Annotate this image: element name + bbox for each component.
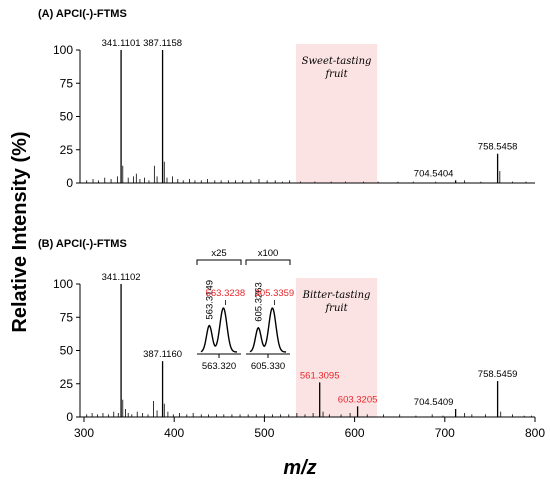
region-label-line-2: fruit xyxy=(324,303,348,314)
y-tick-label: 100 xyxy=(53,277,73,291)
inset-peak-b-label: 605.3359 xyxy=(255,288,295,299)
x-tick-label: 600 xyxy=(345,426,365,440)
peak-label: 341.1102 xyxy=(102,272,141,283)
inset-axis-label: 563.320 xyxy=(202,361,236,372)
spectrum-panels: Sweet-tasting fruit (A) APCI(-)-FTMS 0 25 50 7… xyxy=(38,8,545,440)
region-label-line-2: fruit xyxy=(324,69,348,80)
inset-peak-curve xyxy=(249,307,287,353)
inset-zoom-label: x25 xyxy=(211,248,226,259)
x-tick-label: 300 xyxy=(74,426,94,440)
inset-axis-label: 605.330 xyxy=(251,361,285,372)
peak-label: 387.1158 xyxy=(143,38,182,49)
x-tick-label: 400 xyxy=(164,426,184,440)
x-axis-label: m/z xyxy=(283,457,316,479)
peak-label: 704.5404 xyxy=(414,168,454,179)
inset-zoom-label: x100 xyxy=(258,248,279,259)
y-tick-label: 25 xyxy=(60,143,74,157)
y-tick-label: 100 xyxy=(53,43,73,57)
y-tick-label: 50 xyxy=(60,344,74,358)
highlight-region xyxy=(295,44,378,183)
peak-label: 758.5458 xyxy=(478,142,518,153)
panel-title: (B) APCI(-)-FTMS xyxy=(38,238,127,250)
x-tick-label: 500 xyxy=(254,426,274,440)
spectrum-panel-b: Bitter-tasting fruit (B) APCI(-)-FTMS 0 25 50… xyxy=(38,238,535,424)
x-tick-label: 700 xyxy=(435,426,455,440)
peak-label: 704.5409 xyxy=(414,397,454,408)
x-tick-label: 800 xyxy=(525,426,545,440)
y-tick-label: 0 xyxy=(66,176,73,190)
region-label-line-1: Bitter-tasting xyxy=(302,290,371,301)
highlight-region xyxy=(295,278,378,417)
y-tick-label: 50 xyxy=(60,110,74,124)
inset-bracket xyxy=(245,259,291,265)
inset-peak-b-label: 563.3238 xyxy=(206,288,246,299)
peak-label: 603.3205 xyxy=(338,394,378,405)
panel-title: (A) APCI(-)-FTMS xyxy=(38,8,127,20)
inset-peak-a-label: 563.3149 xyxy=(204,280,215,320)
inset-peak-curve xyxy=(200,307,238,353)
inset-bracket xyxy=(196,259,242,265)
peak-label: 561.3095 xyxy=(300,370,340,381)
y-tick-label: 75 xyxy=(60,76,74,90)
y-axis-label: Relative Intensity (%) xyxy=(9,131,31,332)
inset-peak-a-label: 605.3263 xyxy=(253,282,264,322)
peak-label: 758.5459 xyxy=(478,369,518,380)
y-tick-label: 75 xyxy=(60,310,74,324)
y-tick-label: 0 xyxy=(66,410,73,424)
y-tick-label: 25 xyxy=(60,377,74,391)
region-label-line-1: Sweet-tasting xyxy=(302,56,372,67)
peak-label: 387.1160 xyxy=(143,349,182,360)
spectrum-panel-a: Sweet-tasting fruit (A) APCI(-)-FTMS 0 25 50 7… xyxy=(38,8,535,190)
peak-label: 341.1101 xyxy=(102,38,141,49)
x-axis: 300 400 500 600 700 800 xyxy=(74,417,545,440)
